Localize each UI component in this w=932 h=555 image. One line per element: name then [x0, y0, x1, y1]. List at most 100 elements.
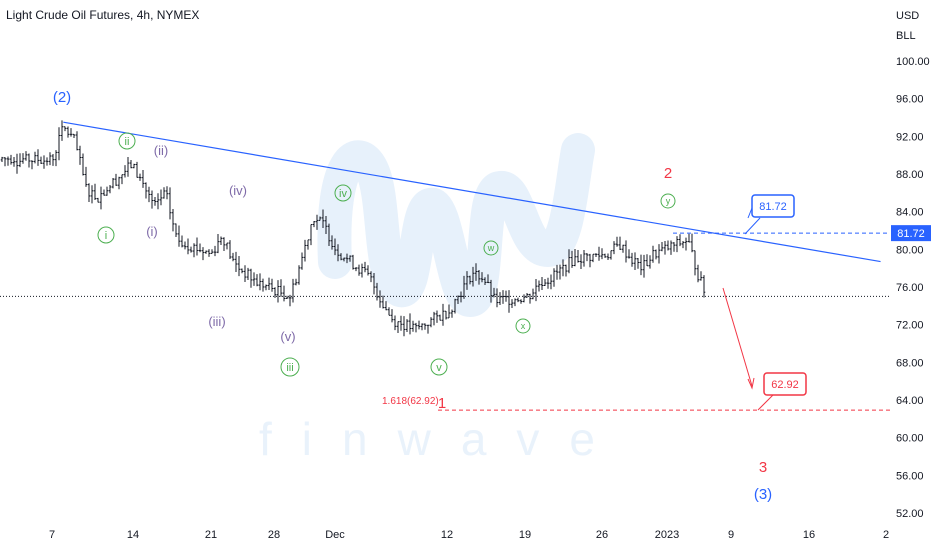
candle — [312, 220, 316, 228]
candle — [633, 252, 637, 270]
candle — [591, 253, 595, 263]
candle — [168, 187, 172, 220]
candle — [411, 320, 415, 332]
candle — [588, 253, 592, 268]
candle — [414, 322, 418, 333]
candle — [264, 284, 268, 291]
candle — [396, 321, 400, 333]
candle — [318, 216, 322, 221]
candle — [366, 265, 370, 276]
candle — [243, 265, 247, 283]
candle — [537, 280, 541, 292]
candle — [57, 127, 61, 161]
candle — [567, 249, 571, 274]
y-tick-label: 88.00 — [896, 169, 924, 181]
wave-label-circled: iv — [334, 184, 352, 202]
candle — [675, 236, 679, 253]
candle — [351, 254, 355, 270]
candle — [165, 186, 169, 200]
candle — [306, 239, 310, 250]
candle — [135, 161, 139, 178]
candle — [390, 309, 394, 323]
candle — [6, 156, 10, 166]
fib-extension-label: 1.618(62.92) — [382, 396, 439, 407]
candle — [93, 183, 97, 201]
time-axis[interactable]: 7 14 21 28 Dec 12 19 26 2023 9 16 2 — [49, 529, 889, 541]
candle — [627, 249, 631, 259]
watermark-text: finwave — [259, 413, 625, 465]
candle — [342, 257, 346, 262]
callout-81-72[interactable]: 81.72 — [744, 194, 795, 235]
candle — [510, 299, 514, 309]
candle — [603, 253, 607, 258]
candle — [186, 238, 190, 255]
candle — [240, 268, 244, 274]
candle — [321, 209, 325, 228]
wave-label: 1 — [438, 395, 446, 412]
candle — [30, 160, 34, 170]
y-tick-label: 68.00 — [896, 357, 924, 369]
candle — [213, 245, 217, 257]
candle — [294, 278, 298, 286]
candle — [570, 250, 574, 268]
candle — [189, 246, 193, 253]
candle — [639, 254, 643, 276]
wave-label-circled: y — [660, 193, 676, 209]
candle — [441, 303, 445, 326]
candle — [471, 266, 475, 287]
wave-label: (i) — [146, 224, 158, 239]
candle — [534, 279, 538, 302]
candle — [624, 240, 628, 263]
wave-label-circled: ii — [118, 132, 136, 150]
wave-label: (v) — [280, 329, 295, 344]
watermark-logo: finwave — [259, 133, 625, 465]
candle — [354, 267, 358, 272]
candle — [531, 288, 535, 300]
candle — [657, 244, 661, 264]
x-tick-label: 9 — [728, 529, 734, 541]
candle — [405, 319, 409, 332]
candle — [453, 298, 457, 314]
candle — [138, 173, 142, 181]
candle — [300, 252, 304, 270]
candle — [420, 323, 424, 331]
candle — [144, 182, 148, 199]
trendline-channel[interactable] — [63, 121, 881, 263]
candle — [156, 193, 160, 210]
candle — [72, 133, 76, 139]
candle — [696, 264, 700, 283]
wave-label: 3 — [759, 459, 767, 476]
candle — [273, 287, 277, 298]
price-axis[interactable]: USD BLL 100.00 96.00 92.00 88.00 84.00 80.00 7… — [896, 10, 930, 520]
candle — [477, 270, 481, 285]
x-tick-label: 16 — [803, 529, 815, 541]
candle — [369, 271, 373, 283]
candle — [27, 153, 31, 168]
candle — [654, 249, 658, 260]
candle — [573, 248, 577, 267]
candle — [309, 223, 313, 246]
candle — [417, 320, 421, 330]
callout-label: 62.92 — [771, 379, 799, 391]
candle — [297, 265, 301, 285]
wave-label-circled: w — [483, 240, 499, 256]
candle — [39, 156, 43, 165]
candle — [324, 215, 328, 235]
candle — [339, 253, 343, 261]
wave-label-circled: iii — [280, 357, 300, 377]
candle — [162, 187, 166, 199]
candle — [636, 257, 640, 269]
candle — [585, 253, 589, 262]
candle — [528, 293, 532, 304]
candle — [462, 275, 466, 299]
candle — [33, 151, 37, 164]
candle — [276, 280, 280, 303]
candle — [90, 185, 94, 204]
candle — [615, 236, 619, 247]
x-tick-label: 12 — [441, 529, 453, 541]
candle — [435, 310, 439, 323]
callout-62-92[interactable]: 62.92 — [757, 372, 807, 411]
candle — [183, 241, 187, 250]
